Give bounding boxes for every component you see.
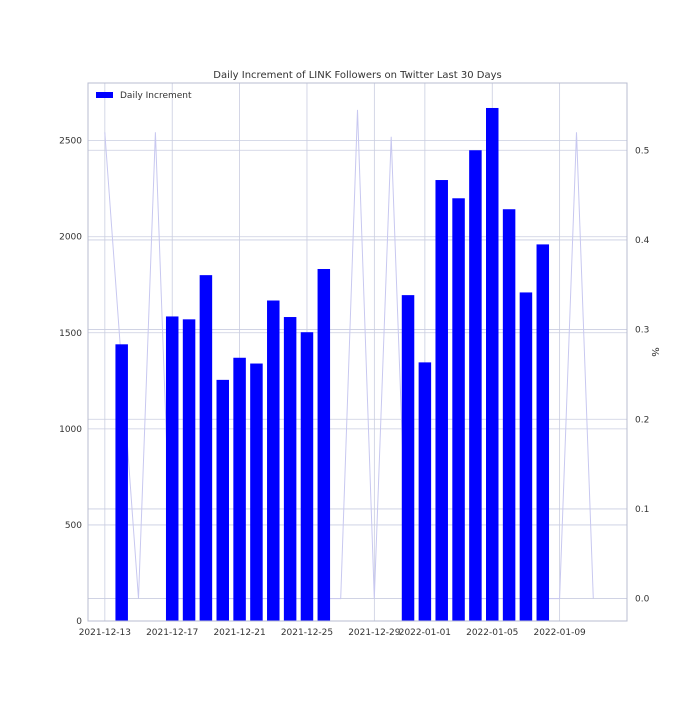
y-left-tick-label: 2000 [59, 233, 82, 243]
bar [301, 332, 314, 621]
x-tick-label: 2021-12-13 [79, 628, 131, 638]
y-right-axis-label: % [649, 347, 660, 357]
bar [503, 209, 516, 621]
bar [217, 380, 230, 621]
bar [115, 344, 128, 621]
y-left-tick-label: 2500 [59, 137, 82, 147]
x-tick-label: 2022-01-05 [466, 628, 518, 638]
y-left-tick-label: 500 [65, 521, 82, 531]
x-tick-label: 2021-12-17 [146, 628, 198, 638]
bar [486, 108, 499, 621]
y-right-tick-label: 0.2 [635, 415, 649, 425]
bar [520, 292, 533, 621]
y-right-tick-label: 0.1 [635, 505, 649, 515]
y-right-tick-label: 0.0 [635, 595, 650, 605]
x-tick-label: 2021-12-21 [213, 628, 265, 638]
bar [267, 301, 280, 621]
x-tick-label: 2022-01-09 [533, 628, 586, 638]
x-tick-label: 2021-12-29 [348, 628, 401, 638]
bar [284, 317, 297, 621]
bar [166, 316, 179, 621]
y-left-tick-label: 0 [76, 617, 82, 627]
bar [469, 150, 482, 621]
legend-swatch-daily-increment [96, 92, 113, 98]
bar [435, 180, 448, 621]
bar [452, 198, 465, 621]
bar [200, 275, 213, 621]
y-right-tick-label: 0.4 [635, 236, 650, 246]
bar [233, 358, 246, 621]
x-tick-label: 2022-01-01 [399, 628, 451, 638]
x-tick-label: 2021-12-25 [281, 628, 333, 638]
bar [183, 319, 196, 621]
bar [318, 269, 331, 621]
bar [537, 244, 550, 621]
y-left-tick-label: 1500 [59, 329, 82, 339]
bar [250, 364, 263, 621]
bar [402, 295, 415, 621]
y-right-tick-label: 0.3 [635, 326, 649, 336]
chart-title: Daily Increment of LINK Followers on Twi… [213, 70, 501, 81]
bar [419, 362, 432, 621]
y-left-tick-label: 1000 [59, 425, 82, 435]
legend-label-daily-increment: Daily Increment [120, 91, 192, 101]
y-right-tick-label: 0.5 [635, 146, 649, 156]
